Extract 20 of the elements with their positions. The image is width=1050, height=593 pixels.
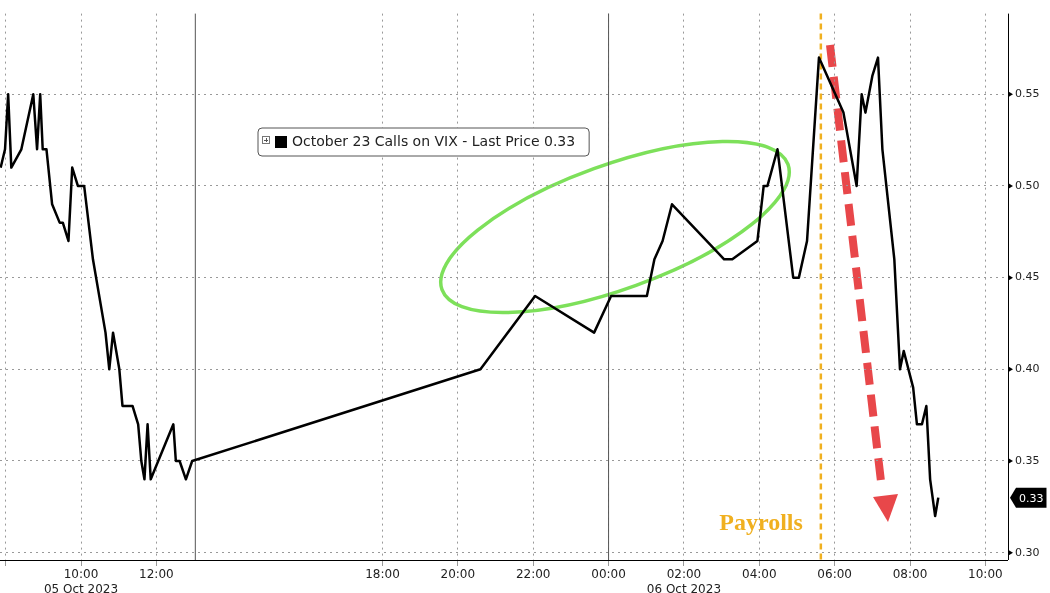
y-tick-label: 0.50	[1015, 178, 1040, 192]
x-tick-label: 18:00	[365, 567, 400, 582]
y-tick-label: 0.35	[1015, 453, 1040, 467]
y-tick-label: 0.55	[1015, 87, 1040, 101]
x-tick-label: 02:00 06 Oct 2023	[646, 567, 722, 593]
legend-label: October 23 Calls on VIX - Last Price 0.33	[292, 133, 576, 150]
y-tick-label: 0.30	[1015, 545, 1040, 559]
x-tick-label: 22:00	[515, 567, 551, 582]
x-tick-label: 12:00	[139, 567, 174, 582]
y-tick-label: 0.40	[1015, 362, 1040, 376]
x-tick-label: 08:00	[892, 567, 928, 582]
y-tick-label: 0.45	[1015, 270, 1040, 284]
x-tick-label: 10:00	[968, 567, 1003, 582]
x-tick-label: 04:00	[742, 567, 777, 582]
ref-line-label: Payrolls	[719, 509, 803, 535]
x-tick-label: 06:00	[817, 567, 852, 582]
x-tick-label: 10:00 05 Oct 2023	[43, 567, 119, 593]
text: 0.33	[1019, 491, 1044, 505]
x-tick-label: 20:00	[440, 567, 476, 582]
x-tick-label: 00:00	[591, 567, 626, 582]
